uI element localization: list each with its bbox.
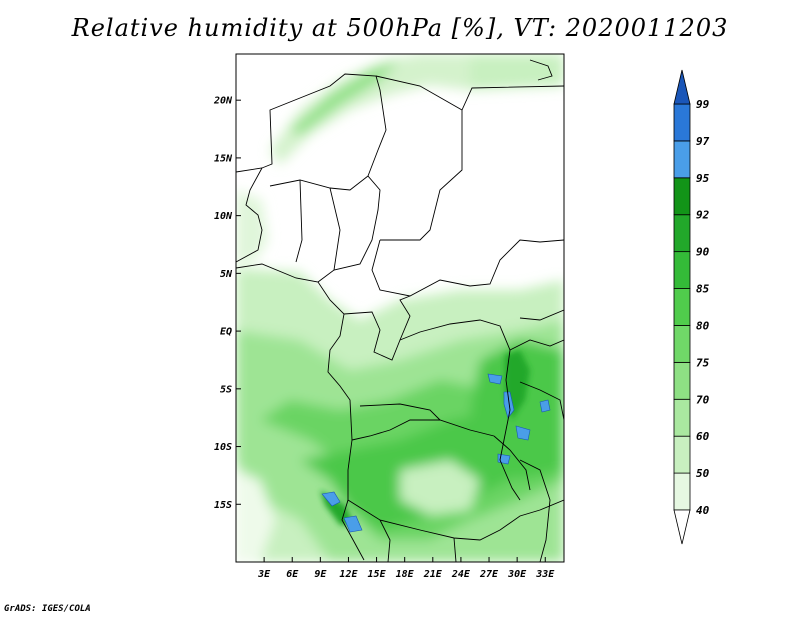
- lon-tick-label: 21E: [423, 569, 443, 580]
- colorbar-segment: [673, 177, 691, 216]
- lat-tick-label: 5N: [220, 269, 233, 280]
- lon-tick-label: 6E: [286, 569, 299, 580]
- colorbar-label: 75: [696, 356, 710, 369]
- colorbar: 40 50 60 70 75 80 85 90 92 95 97 99: [673, 69, 710, 545]
- lon-tick-label: 15E: [368, 569, 387, 580]
- colorbar-label: 99: [696, 98, 710, 111]
- country-borders: [236, 59, 564, 562]
- colorbar-high-arrow: [673, 69, 691, 105]
- colorbar-low-arrow: [673, 509, 691, 545]
- colorbar-segment: [673, 435, 691, 474]
- colorbar-label: 95: [696, 172, 710, 185]
- lon-tick-label: 30E: [507, 569, 527, 580]
- lat-tick-label: 10N: [214, 211, 233, 222]
- colorbar-segment: [673, 214, 691, 253]
- lat-tick-label: 10S: [214, 442, 232, 453]
- lat-tick-label: 15S: [214, 500, 232, 511]
- colorbar-segment: [673, 288, 691, 326]
- colorbar-label: 40: [696, 504, 710, 517]
- longitude-axis: 3E 6E 9E 12E 15E 18E 21E 24E 27E 30E 33E: [257, 557, 555, 580]
- lon-tick-label: 24E: [451, 569, 471, 580]
- colorbar-label: 60: [696, 430, 710, 443]
- latitude-axis: 20N 15N 10N 5N EQ 5S 10S 15S: [213, 96, 241, 511]
- lat-tick-label: 20N: [213, 96, 233, 107]
- colorbar-segment: [673, 398, 691, 437]
- colorbar-segment: [673, 361, 691, 400]
- map-frame: [235, 53, 565, 563]
- lon-tick-label: 9E: [314, 569, 327, 580]
- colorbar-label: 92: [696, 209, 710, 222]
- lat-tick-label: 5S: [220, 384, 232, 395]
- saturated-patches: [321, 373, 551, 533]
- map-title: Relative humidity at 500hPa [%], VT: 202…: [71, 14, 729, 42]
- colorbar-label: 90: [696, 246, 710, 259]
- colorbar-segment: [673, 251, 691, 289]
- colorbar-label: 85: [696, 283, 710, 296]
- colorbar-label: 50: [696, 467, 710, 480]
- lon-tick-label: 3E: [257, 569, 271, 580]
- lon-tick-label: 27E: [479, 569, 499, 580]
- colorbar-label: 97: [696, 135, 710, 148]
- lat-tick-label: 15N: [214, 153, 233, 164]
- colorbar-segment: [673, 325, 691, 363]
- colorbar-segment: [673, 140, 691, 179]
- lon-tick-label: 12E: [339, 569, 358, 580]
- colorbar-label: 80: [696, 319, 710, 332]
- colorbar-label: 70: [696, 393, 710, 406]
- grads-credit: GrADS: IGES/COLA: [4, 604, 91, 614]
- colorbar-segment: [673, 103, 691, 142]
- humidity-field: [236, 54, 564, 562]
- lat-tick-label: EQ: [220, 327, 232, 338]
- lon-tick-label: 33E: [535, 569, 555, 580]
- lon-tick-label: 18E: [396, 569, 415, 580]
- colorbar-segment: [673, 472, 691, 511]
